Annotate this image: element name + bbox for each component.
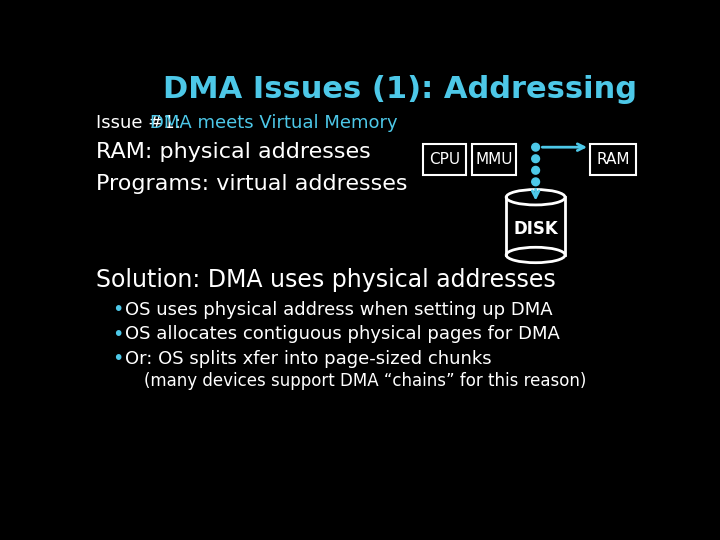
- Text: RAM: RAM: [596, 152, 630, 167]
- Text: Programs: virtual addresses: Programs: virtual addresses: [96, 174, 408, 194]
- Text: OS uses physical address when setting up DMA: OS uses physical address when setting up…: [125, 301, 552, 319]
- Text: RAM: physical addresses: RAM: physical addresses: [96, 142, 371, 162]
- Text: •: •: [112, 300, 123, 319]
- Text: OS allocates contiguous physical pages for DMA: OS allocates contiguous physical pages f…: [125, 325, 559, 343]
- Text: (many devices support DMA “chains” for this reason): (many devices support DMA “chains” for t…: [144, 372, 587, 389]
- Bar: [472, 144, 516, 175]
- Bar: [423, 144, 466, 175]
- Circle shape: [532, 166, 539, 174]
- Text: Solution: DMA uses physical addresses: Solution: DMA uses physical addresses: [96, 268, 556, 292]
- Text: Or: OS splits xfer into page-sized chunks: Or: OS splits xfer into page-sized chunk…: [125, 350, 492, 368]
- Circle shape: [532, 178, 539, 186]
- Text: •: •: [112, 325, 123, 344]
- Circle shape: [532, 155, 539, 163]
- Bar: [590, 144, 636, 175]
- Text: Issue #1:: Issue #1:: [96, 113, 186, 132]
- Text: •: •: [112, 349, 123, 368]
- Text: DMA meets Virtual Memory: DMA meets Virtual Memory: [150, 113, 398, 132]
- Circle shape: [532, 143, 539, 151]
- Text: MMU: MMU: [475, 152, 513, 167]
- Text: DMA Issues (1): Addressing: DMA Issues (1): Addressing: [163, 75, 637, 104]
- Text: DISK: DISK: [513, 220, 558, 238]
- Text: CPU: CPU: [429, 152, 460, 167]
